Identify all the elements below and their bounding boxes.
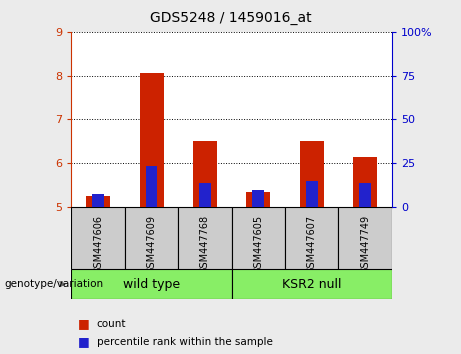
Bar — [231, 269, 392, 299]
Bar — [253, 190, 264, 207]
Bar — [246, 192, 270, 207]
Text: genotype/variation: genotype/variation — [5, 279, 104, 289]
Text: KSR2 null: KSR2 null — [282, 278, 342, 291]
Bar — [338, 207, 392, 269]
Bar — [353, 157, 377, 207]
Bar — [300, 141, 324, 207]
Bar — [146, 166, 157, 207]
Text: wild type: wild type — [123, 278, 180, 291]
Bar — [231, 207, 285, 269]
Text: GSM447609: GSM447609 — [147, 215, 157, 274]
Bar — [71, 207, 125, 269]
Bar — [140, 74, 164, 207]
Text: GSM447768: GSM447768 — [200, 215, 210, 274]
Bar — [199, 183, 211, 207]
Text: GDS5248 / 1459016_at: GDS5248 / 1459016_at — [150, 11, 311, 25]
Bar — [285, 207, 338, 269]
Bar — [125, 207, 178, 269]
Text: GSM447607: GSM447607 — [307, 215, 317, 274]
Text: GSM447606: GSM447606 — [93, 215, 103, 274]
Text: GSM447605: GSM447605 — [254, 215, 263, 274]
Bar — [193, 141, 217, 207]
Bar — [92, 194, 104, 207]
Bar — [86, 196, 110, 207]
Bar — [71, 269, 231, 299]
Text: ■: ■ — [78, 335, 90, 348]
Text: ■: ■ — [78, 318, 90, 330]
Bar — [178, 207, 231, 269]
Text: percentile rank within the sample: percentile rank within the sample — [97, 337, 273, 347]
Text: GSM447749: GSM447749 — [360, 215, 370, 274]
Bar — [359, 183, 371, 207]
Text: count: count — [97, 319, 126, 329]
Bar — [306, 181, 318, 207]
